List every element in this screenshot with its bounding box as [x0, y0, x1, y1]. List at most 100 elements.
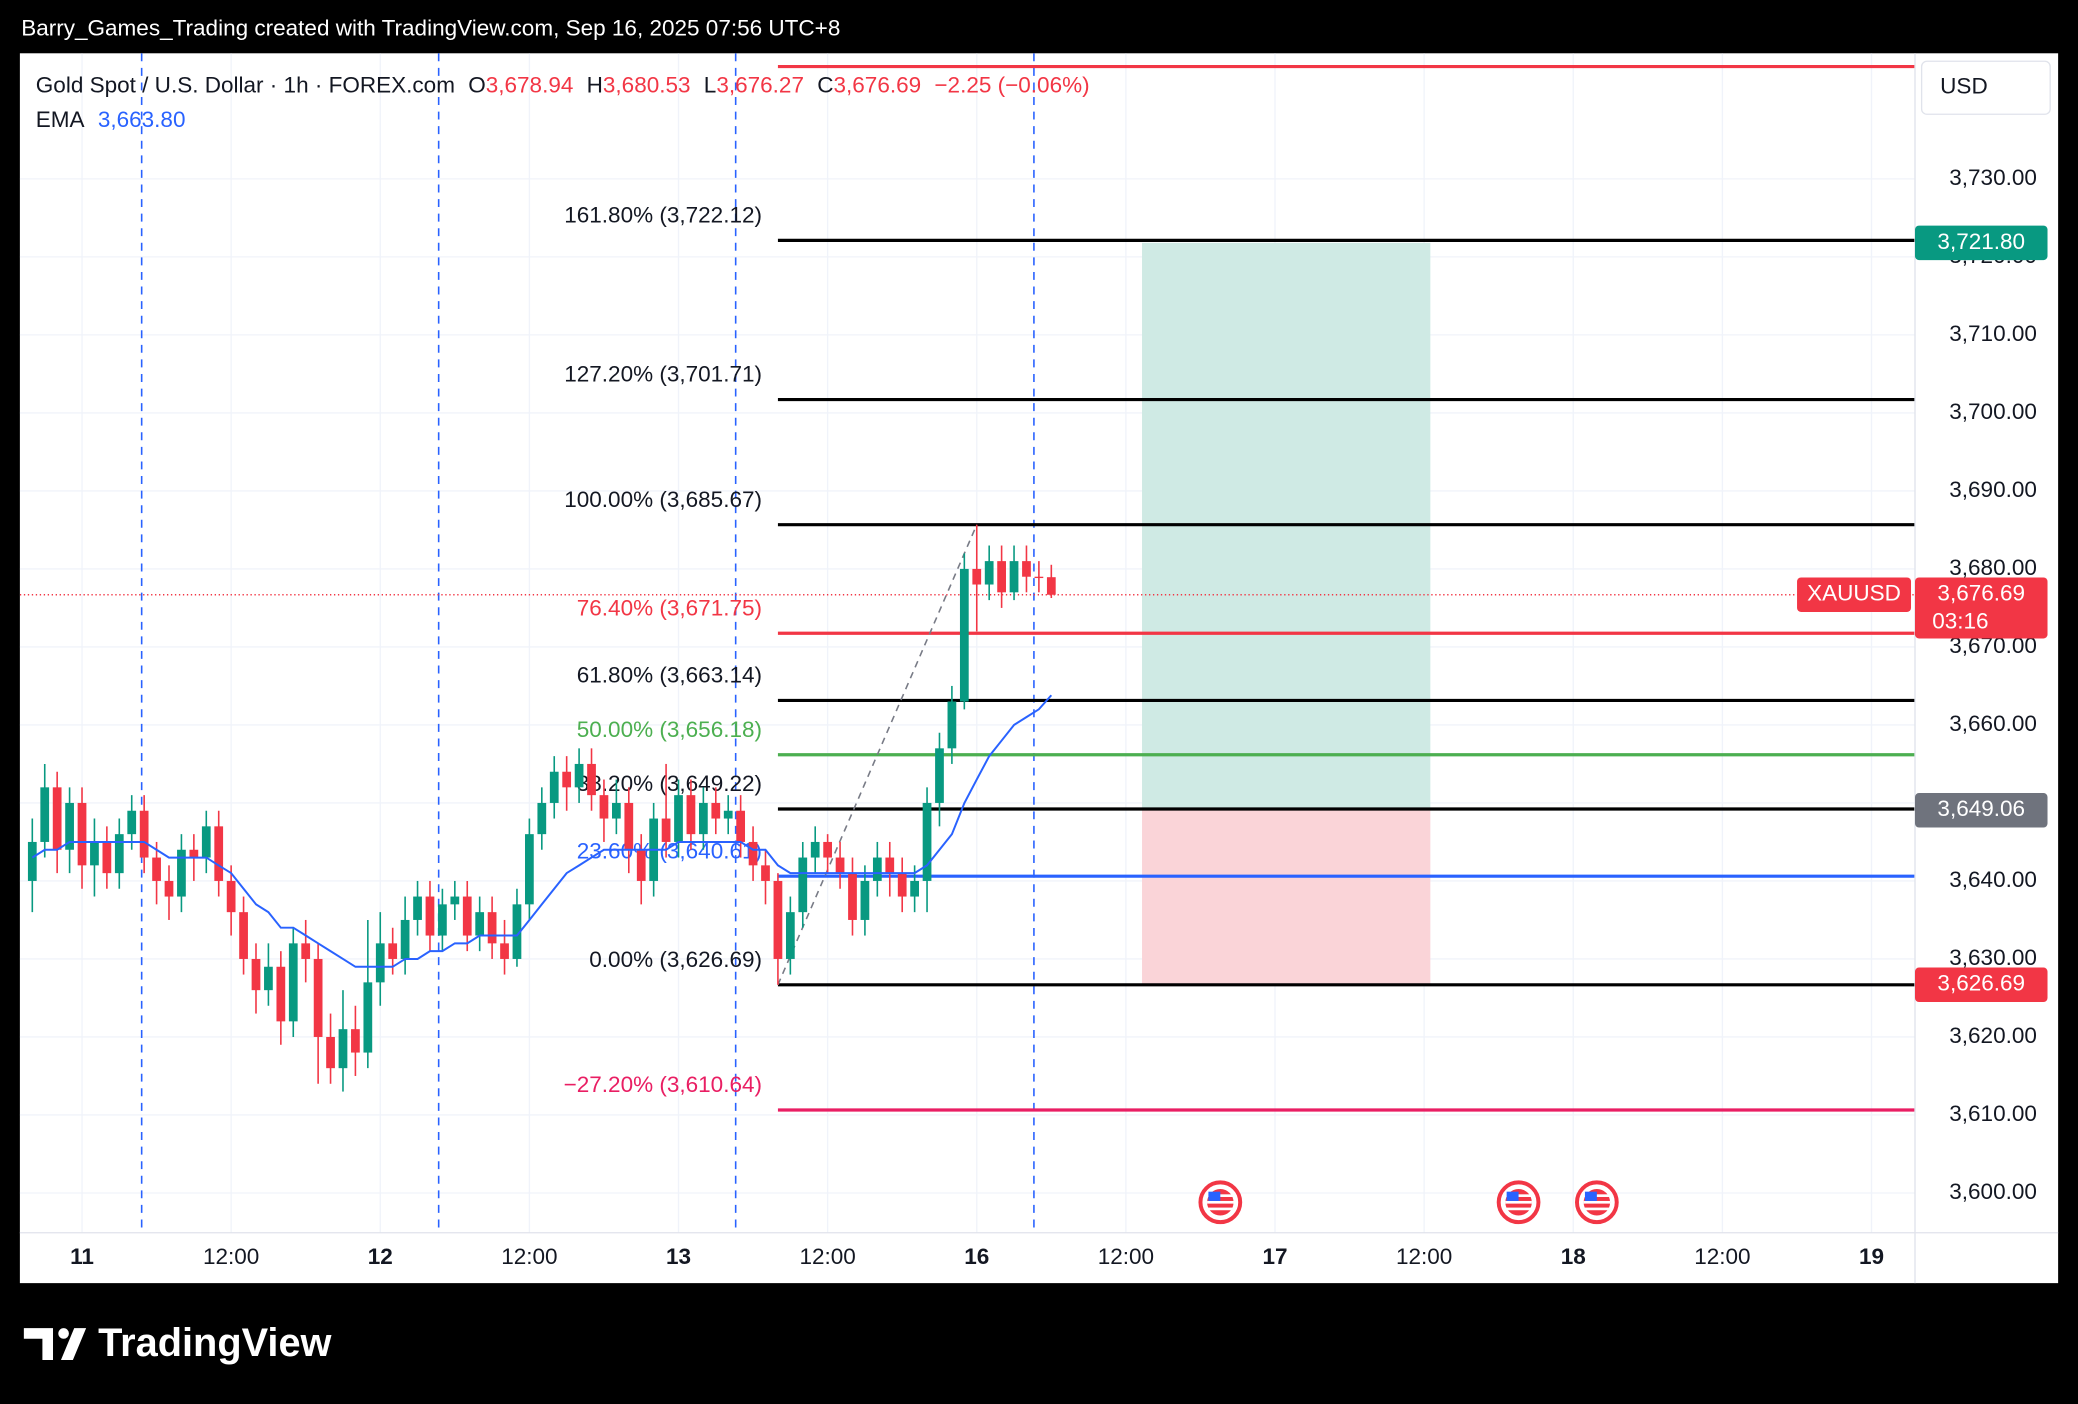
candle-body: [698, 802, 708, 835]
ema-value: 3,663.80: [98, 107, 186, 132]
candle-body: [587, 763, 596, 796]
candle-body: [189, 849, 199, 858]
candle-body: [239, 912, 248, 959]
candle-body: [860, 880, 870, 920]
candle-body: [537, 802, 547, 835]
fib-label: 127.20% (3,701.71): [564, 362, 762, 387]
candle-body: [264, 966, 273, 991]
y-tick-label: 3,690.00: [1949, 477, 2037, 502]
candle-body: [77, 802, 87, 866]
candle-body: [661, 818, 671, 842]
loss-zone: [1142, 810, 1431, 985]
candle-body: [512, 904, 522, 959]
candle-body: [525, 834, 534, 905]
symbol-tag-label: XAUUSD: [1807, 581, 1901, 606]
candle-body: [27, 841, 37, 881]
candle-body: [438, 904, 447, 936]
price-badge-label: 3,626.69: [1937, 971, 2025, 996]
x-tick-label: 17: [1262, 1244, 1287, 1269]
candle-body: [139, 810, 149, 858]
y-tick-label: 3,660.00: [1949, 711, 2037, 736]
candle-body: [562, 771, 572, 788]
flag-stripe: [1207, 1200, 1234, 1204]
candle-body: [549, 771, 559, 803]
close-value: 3,676.69: [834, 72, 922, 97]
candle-body: [636, 849, 646, 881]
x-tick-label: 12: [368, 1244, 393, 1269]
candle-body: [935, 748, 944, 803]
candle-body: [885, 857, 895, 874]
x-tick-label: 12:00: [1694, 1244, 1750, 1269]
open-label: O: [468, 72, 486, 97]
candle-body: [102, 841, 112, 874]
candle-body: [400, 919, 410, 959]
candle-body: [65, 802, 74, 850]
y-tick-label: 3,700.00: [1949, 399, 2037, 424]
candle-body: [997, 561, 1006, 593]
y-tick-label: 3,710.00: [1949, 321, 2037, 346]
flag-canton: [1584, 1191, 1597, 1201]
event-flag[interactable]: [1496, 1180, 1541, 1225]
candle-body: [288, 943, 298, 1022]
high-value: 3,680.53: [603, 72, 691, 97]
candle-body: [1034, 576, 1044, 579]
candle-body: [972, 568, 982, 585]
candle-body: [835, 857, 845, 874]
candle-body: [624, 802, 634, 850]
candle-body: [686, 795, 696, 835]
candle-body: [1022, 561, 1031, 577]
fib-label: 50.00% (3,656.18): [577, 717, 762, 742]
candle-body: [301, 943, 311, 959]
y-tick-label: 3,730.00: [1949, 165, 2037, 190]
candle-body: [475, 912, 485, 936]
change: −2.25 (−0.06%): [934, 72, 1089, 97]
y-tick-label: 3,630.00: [1949, 945, 2037, 970]
event-flag[interactable]: [1198, 1180, 1243, 1225]
event-flag[interactable]: [1574, 1180, 1619, 1225]
candle-body: [897, 873, 907, 897]
candle-body: [761, 865, 770, 881]
x-tick-label: 18: [1561, 1244, 1586, 1269]
y-tick-label: 3,620.00: [1949, 1023, 2037, 1048]
candle-body: [748, 841, 758, 866]
chart-panel: [19, 53, 2059, 1284]
x-tick-label: 12:00: [501, 1244, 557, 1269]
candle-body: [984, 561, 994, 585]
legend-line: Gold Spot / U.S. Dollar · 1h · FOREX.com…: [36, 72, 1090, 97]
candle-body: [1009, 561, 1019, 593]
candle-body: [823, 841, 833, 858]
candle-body: [351, 1029, 360, 1053]
brand: TradingView: [98, 1321, 331, 1365]
candle-body: [872, 857, 882, 881]
y-tick-label: 3,640.00: [1949, 867, 2037, 892]
x-tick-label: 12:00: [1396, 1244, 1452, 1269]
x-tick-label: 12:00: [203, 1244, 259, 1269]
brand-logo: TradingView: [23, 1321, 332, 1365]
ema-line: [31, 694, 1053, 968]
candle-body: [674, 795, 683, 842]
low-label: L: [704, 72, 717, 97]
fib-label: 76.40% (3,671.75): [577, 595, 762, 620]
candle-body: [413, 896, 422, 920]
candle-body: [599, 795, 609, 819]
candle-body: [487, 912, 497, 944]
price-badge-label: 3,649.06: [1937, 796, 2025, 821]
logo-icon: [23, 1328, 87, 1360]
candle-body: [959, 568, 969, 702]
price-badge: [1914, 225, 2048, 261]
candle-body: [848, 873, 857, 920]
currency: USD: [1940, 74, 1988, 99]
candle-body: [177, 849, 186, 897]
fib-label: 100.00% (3,685.67): [564, 487, 762, 512]
ema-legend: EMA 3,663.80: [36, 107, 186, 132]
x-tick-label: 13: [666, 1244, 691, 1269]
plot: 161.80% (3,722.12) 127.20% (3,701.71) 100.…: [19, 53, 1915, 1233]
axes: 3,600.00 3,610.00 3,620.00 3,630.00 3,640.00…: [70, 165, 2048, 1269]
current-price-badge: [1914, 577, 2048, 639]
x-tick-label: 11: [70, 1244, 94, 1269]
candle-body: [127, 810, 137, 835]
currency-box[interactable]: [1920, 60, 2051, 115]
flag-stripe: [1207, 1207, 1234, 1211]
candle-body: [338, 1029, 348, 1069]
